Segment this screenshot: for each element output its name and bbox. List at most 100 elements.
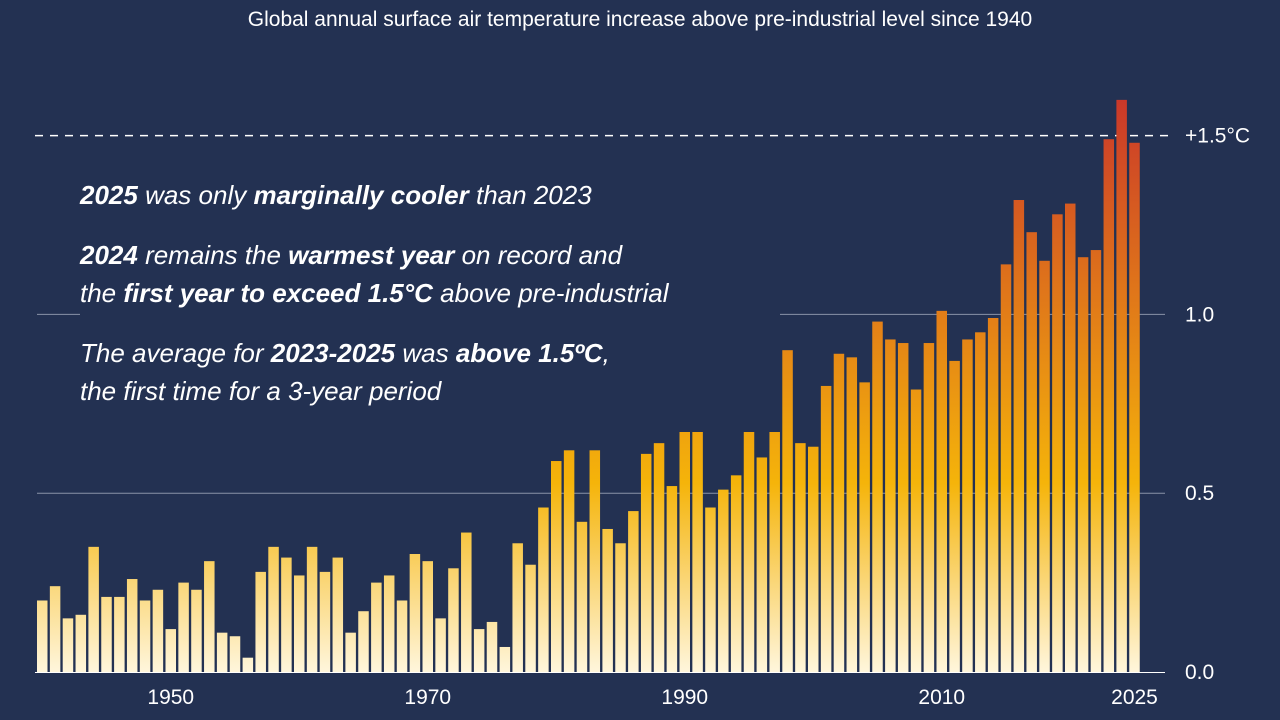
bar-2016 (1013, 200, 1025, 672)
bar-1996 (756, 457, 768, 672)
annotation-text: above pre-industrial (432, 278, 669, 308)
bar-1952 (191, 589, 202, 672)
x-tick-label: 1950 (147, 686, 194, 709)
bar-2006 (885, 339, 896, 672)
bar-2025 (1129, 142, 1140, 673)
bar-1957 (255, 571, 266, 672)
bar-1971 (435, 618, 446, 672)
bar-1993 (718, 489, 729, 672)
bar-1943 (75, 614, 87, 672)
bar-1968 (396, 600, 408, 672)
bar-2002 (833, 353, 845, 672)
annotation-text-block: 2025 was only marginally cooler than 202… (80, 176, 780, 432)
annotation-text: than 2023 (468, 180, 592, 210)
bar-1966 (371, 582, 382, 672)
threshold-label: +1.5°C (1185, 125, 1250, 148)
bar-1981 (563, 450, 575, 672)
bar-2000 (808, 446, 819, 672)
bar-2017 (1026, 232, 1037, 672)
bar-2015 (1000, 264, 1012, 672)
annotation-text: was only (137, 180, 254, 210)
bar-1942 (62, 618, 74, 672)
annotation-text: was (395, 338, 456, 368)
annotation-bold: warmest year (288, 240, 455, 270)
bar-1980 (551, 461, 562, 672)
bar-2009 (923, 343, 935, 672)
bar-1977 (512, 543, 523, 672)
bar-1950 (165, 629, 176, 672)
bar-2005 (872, 321, 883, 672)
annotation-text: remains the (137, 240, 289, 270)
annotation-line-2: 2024 remains the warmest year on record … (80, 236, 780, 312)
bar-1947 (126, 579, 138, 672)
bar-2012 (962, 339, 973, 672)
bar-2013 (975, 332, 986, 672)
bar-1956 (242, 657, 254, 672)
chart-title: Global annual surface air temperature in… (247, 8, 1033, 31)
annotation-bold: 2024 (80, 240, 138, 270)
bar-1973 (461, 532, 472, 672)
annotation-bold: first year to exceed 1.5°C (123, 278, 433, 308)
bar-1944 (88, 546, 99, 672)
annotation-line-3: The average for 2023-2025 was above 1.5º… (80, 334, 780, 410)
bar-1962 (319, 571, 331, 672)
y-tick-label: 0.5 (1185, 482, 1214, 505)
bar-2003 (846, 357, 858, 672)
bar-1972 (448, 568, 459, 672)
bar-1960 (294, 575, 305, 672)
annotation-text: the (80, 278, 124, 308)
annotation-line-1: 2025 was only marginally cooler than 202… (80, 176, 780, 214)
x-tick-label: 2010 (918, 686, 965, 709)
bar-1953 (204, 561, 215, 672)
bar-1999 (795, 443, 806, 672)
bar-2001 (820, 385, 832, 672)
annotation-text: , (602, 338, 610, 368)
bar-2011 (949, 360, 960, 672)
bar-1975 (486, 621, 498, 672)
bar-2004 (859, 382, 870, 672)
bar-1976 (499, 646, 511, 672)
bar-1949 (152, 589, 164, 672)
bar-1970 (422, 561, 433, 672)
bar-1986 (628, 511, 639, 672)
annotation-bold: marginally cooler (253, 180, 469, 210)
bar-1965 (358, 611, 369, 672)
bar-2019 (1052, 214, 1063, 672)
y-tick-label: 0.0 (1185, 661, 1214, 684)
bar-1997 (769, 414, 780, 672)
bar-1969 (409, 554, 421, 672)
annotation-bold: 2025 (80, 180, 138, 210)
bar-1959 (281, 557, 292, 672)
bar-2008 (910, 389, 922, 672)
bar-1979 (538, 507, 549, 672)
bar-1961 (306, 546, 318, 672)
bar-1963 (332, 557, 344, 672)
bar-1987 (640, 453, 652, 672)
bar-1990 (679, 403, 690, 672)
bar-1941 (49, 586, 61, 672)
bar-1994 (730, 475, 742, 672)
bar-1955 (229, 636, 241, 672)
bar-1995 (743, 414, 755, 672)
bar-1967 (383, 575, 395, 672)
bar-1945 (101, 596, 112, 672)
bar-2022 (1090, 250, 1102, 672)
y-tick-label: 1.0 (1185, 303, 1214, 326)
bar-1948 (139, 600, 151, 672)
annotation-bold: 2023-2025 (270, 338, 396, 368)
annotation-text: The average for (80, 338, 271, 368)
bar-1946 (114, 596, 125, 672)
bar-1989 (666, 486, 678, 672)
x-tick-label: 1990 (661, 686, 708, 709)
bar-1951 (178, 582, 189, 672)
bar-1984 (602, 528, 613, 672)
bar-1985 (615, 543, 626, 672)
annotation-text: the first time for a 3-year period (80, 376, 442, 406)
bar-1940 (37, 600, 48, 672)
bar-2023 (1103, 139, 1115, 672)
bar-1954 (216, 632, 228, 672)
bar-1983 (589, 450, 601, 672)
bar-1958 (268, 546, 279, 672)
